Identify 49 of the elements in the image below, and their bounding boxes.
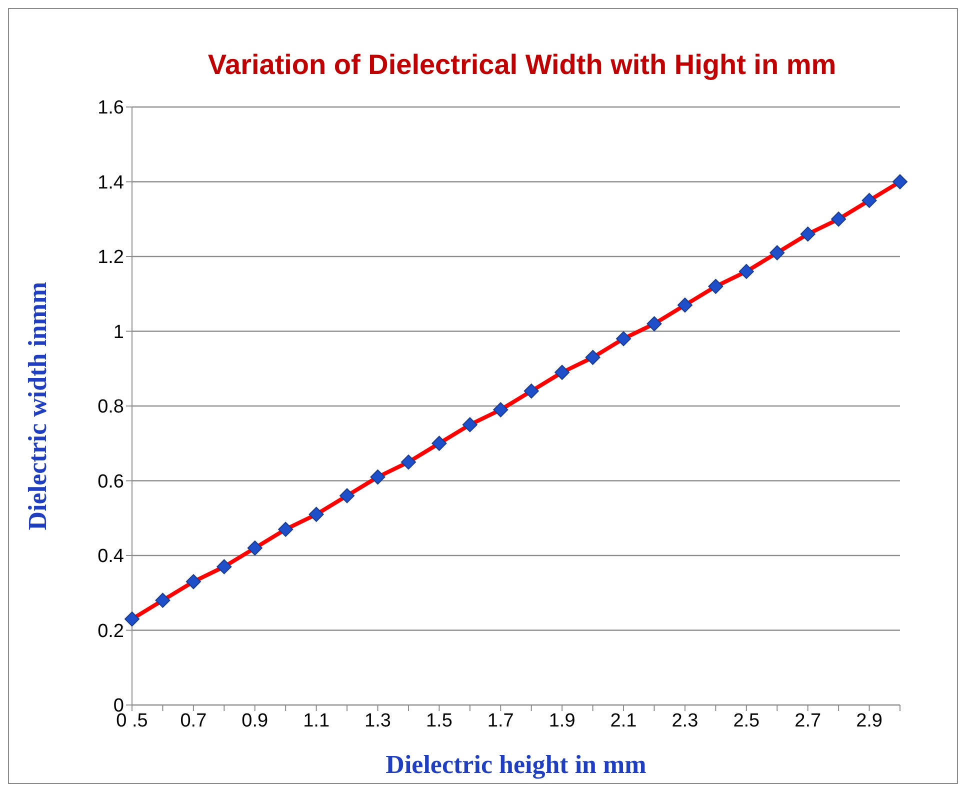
x-tick-label: 1.9 xyxy=(548,710,576,732)
y-tick-label: 1.2 xyxy=(98,247,124,268)
point xyxy=(186,574,201,590)
y-tick-label: 1.4 xyxy=(98,172,124,194)
point xyxy=(124,612,140,627)
x-tick-label: 2.1 xyxy=(610,710,637,732)
x-tick-label: 1.7 xyxy=(487,710,514,732)
point xyxy=(800,226,816,242)
x-tick-label: 2.7 xyxy=(794,710,822,732)
x-tick-label: 0.7 xyxy=(180,710,207,732)
point xyxy=(770,245,785,260)
point xyxy=(340,488,355,504)
x-axis-title: Dielectric height in mm xyxy=(386,750,647,779)
x-tick-label: 1.1 xyxy=(303,710,330,732)
point xyxy=(708,278,724,294)
y-tick-label: 1.6 xyxy=(98,98,124,119)
point xyxy=(738,264,754,279)
y-axis-title: Dielectric width inmm xyxy=(23,281,52,530)
point xyxy=(462,417,478,432)
point xyxy=(155,592,170,608)
point xyxy=(524,384,539,399)
point xyxy=(216,559,232,574)
x-tick-label: 0.9 xyxy=(242,710,268,732)
point xyxy=(554,364,570,380)
x-tick-label: 2.9 xyxy=(856,710,882,732)
x-tick-label: 1.5 xyxy=(426,710,452,732)
point xyxy=(677,298,692,313)
x-tick-label: 1.3 xyxy=(364,710,391,732)
point xyxy=(831,212,846,227)
point xyxy=(370,470,386,485)
y-tick-label: 0.6 xyxy=(98,471,124,492)
point xyxy=(616,331,632,346)
x-tick-label: 2.3 xyxy=(672,710,698,732)
point xyxy=(400,454,416,470)
point xyxy=(862,192,877,208)
point xyxy=(308,506,324,522)
point xyxy=(247,540,262,556)
y-tick-label: 0.4 xyxy=(98,546,124,568)
point xyxy=(585,350,600,365)
chart-title: Variation of Dielectrical Width with Hight in mm xyxy=(206,49,838,81)
point xyxy=(892,174,908,190)
point xyxy=(278,522,294,537)
point xyxy=(646,316,662,332)
x-tick-label: 2.5 xyxy=(733,710,760,732)
point xyxy=(432,436,447,451)
point xyxy=(493,402,508,418)
y-tick-label: 0.8 xyxy=(98,396,124,418)
y-tick-label: 0.2 xyxy=(98,620,124,642)
y-tick-label: 1 xyxy=(113,322,124,343)
